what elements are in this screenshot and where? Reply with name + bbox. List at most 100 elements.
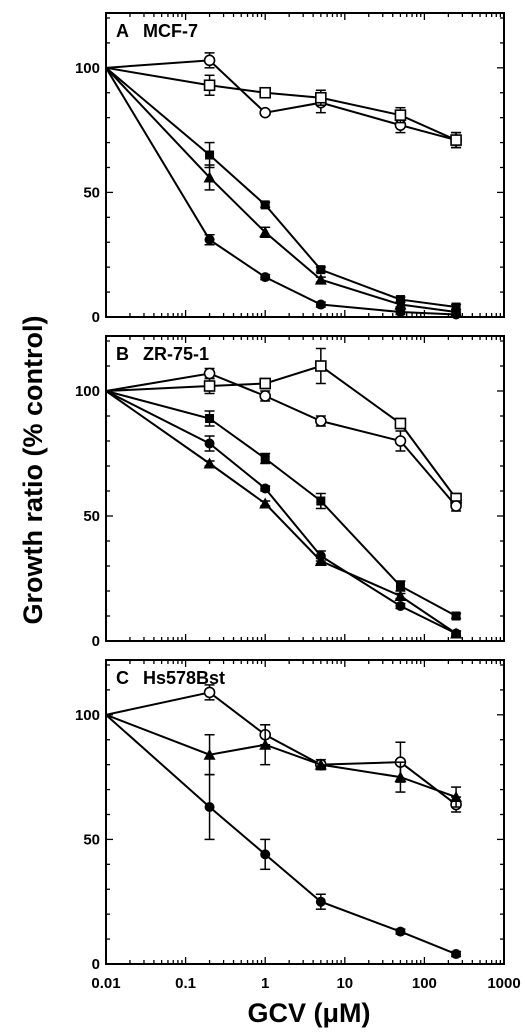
data-point <box>450 627 463 639</box>
series-filled-triangle <box>105 390 463 639</box>
data-point <box>260 200 270 210</box>
panel-title: A MCF-7 <box>116 21 198 41</box>
data-point <box>394 590 407 601</box>
y-tick-label: 50 <box>83 508 100 525</box>
series-line <box>105 372 457 507</box>
series-line <box>105 714 457 955</box>
series-line <box>105 713 457 798</box>
series-open-square <box>105 66 462 149</box>
series-line <box>105 67 457 314</box>
data-point <box>316 496 326 506</box>
plot-frame <box>105 12 505 318</box>
data-point <box>315 415 327 427</box>
data-point <box>316 265 326 275</box>
series-filled-triangle <box>105 713 463 808</box>
panel-c: 0 50 100 0.01 0.1 1 10 100 1000 C Hs578Bst <box>75 659 521 992</box>
y-tick-label: 50 <box>83 184 100 201</box>
series-open-circle <box>105 52 462 149</box>
data-point <box>394 771 407 783</box>
y-tick-label: 0 <box>92 309 100 326</box>
data-point <box>203 171 216 183</box>
series-line <box>105 390 457 617</box>
panel-cell-line: MCF-7 <box>143 21 198 41</box>
series-line <box>105 67 457 316</box>
x-tick-label: 10 <box>336 975 353 992</box>
data-point <box>315 896 326 907</box>
data-point <box>314 758 327 770</box>
data-point <box>203 79 216 92</box>
data-point <box>315 360 327 372</box>
data-point <box>260 272 271 283</box>
data-point <box>395 601 406 611</box>
x-tick-label: 0.1 <box>175 975 196 992</box>
panel-letter: B <box>116 344 129 364</box>
panel-cell-line: Hs578Bst <box>143 668 225 688</box>
panel-title: B ZR-75-1 <box>116 344 209 364</box>
data-point <box>259 738 272 750</box>
plot-frame <box>105 659 505 965</box>
series-line <box>105 390 457 635</box>
y-tick-label: 50 <box>83 831 100 848</box>
data-point <box>315 299 326 310</box>
panel-b: 0 50 100 B ZR-75-1 <box>75 335 505 650</box>
data-point <box>394 435 407 447</box>
data-point <box>394 417 407 430</box>
data-point <box>259 497 272 509</box>
series-filled-square <box>105 390 462 621</box>
data-point <box>260 454 270 463</box>
data-point <box>451 309 462 320</box>
panel-letter: C <box>116 668 129 688</box>
x-axis-label: GCV (μM) <box>247 998 370 1028</box>
y-tick-label: 0 <box>92 956 100 973</box>
series-filled-circle <box>105 67 462 320</box>
plot-frame <box>105 335 505 642</box>
y-tick-label: 100 <box>75 383 100 400</box>
series-line <box>105 390 457 635</box>
y-tick-label: 100 <box>75 60 100 77</box>
data-point <box>203 748 216 760</box>
y-axis-label: Growth ratio (% control) <box>18 316 48 625</box>
panel-title: C Hs578Bst <box>116 668 225 688</box>
data-point <box>203 457 216 469</box>
data-point <box>203 380 216 392</box>
data-point <box>395 581 405 591</box>
data-point <box>203 686 216 699</box>
data-point <box>451 611 461 621</box>
data-point <box>260 849 271 860</box>
panel-a: 0 50 100 A MCF-7 <box>75 12 505 326</box>
data-point <box>204 438 215 449</box>
data-point <box>451 949 462 960</box>
x-tick-label: 0.01 <box>91 975 120 992</box>
series-line <box>105 691 457 806</box>
series-filled-circle <box>105 714 462 960</box>
y-tick-label: 100 <box>75 707 100 724</box>
data-point <box>205 414 215 423</box>
data-point <box>203 54 216 67</box>
panel-cell-line: ZR-75-1 <box>143 344 209 364</box>
series-line <box>105 66 457 141</box>
data-point <box>315 91 327 104</box>
data-point <box>259 377 272 390</box>
data-point <box>203 367 216 380</box>
series-line <box>105 67 457 309</box>
data-point <box>395 926 406 937</box>
data-point <box>259 390 272 402</box>
data-point <box>395 307 406 318</box>
panels: 0 50 100 A MCF-7 0 50 100 B ZR-75-1 0 50 100 0.01 0.1 1… <box>75 12 521 992</box>
panel-letter: A <box>116 21 129 41</box>
data-point <box>394 109 407 121</box>
series-line <box>105 59 457 142</box>
data-point <box>205 150 215 160</box>
data-point <box>450 791 463 803</box>
data-point <box>259 106 272 119</box>
data-point <box>259 226 272 238</box>
data-point <box>314 273 327 285</box>
series-open-circle <box>105 367 462 512</box>
data-point <box>204 802 215 813</box>
x-tick-label: 100 <box>412 975 437 992</box>
y-tick-label: 0 <box>92 633 100 650</box>
data-point <box>259 86 272 99</box>
series-line <box>105 364 457 500</box>
x-tick-label: 1 <box>261 975 269 992</box>
